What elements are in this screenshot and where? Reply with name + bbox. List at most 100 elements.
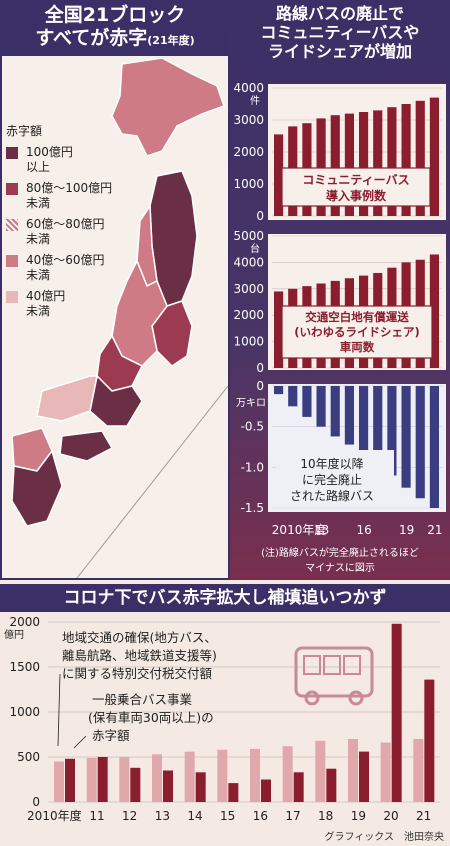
bar	[373, 386, 383, 466]
legend-label2: 未満	[26, 232, 51, 246]
bar	[348, 739, 358, 802]
bar	[274, 386, 284, 395]
bar	[429, 386, 439, 508]
bar	[415, 100, 425, 216]
bar	[152, 754, 162, 802]
x-tick-label: 16	[253, 809, 268, 823]
annotation-line: に完全廃止	[302, 472, 362, 487]
note-line1: (注)路線バスが完全廃止されるほど	[261, 548, 419, 559]
bar	[130, 767, 141, 802]
x-tick-label: 21	[427, 523, 442, 537]
y-unit: 億円	[4, 628, 24, 641]
bar	[380, 742, 391, 802]
right-panel-title: 路線バスの廃止で コミュニティーバスや ライドシェアが増加	[230, 4, 450, 62]
x-tick-label: 21	[416, 809, 431, 823]
y-tick-label: 500	[17, 750, 40, 764]
bar	[316, 386, 326, 427]
legend-label: 80億～100億円	[26, 181, 113, 195]
y-tick-label: 1000	[233, 335, 264, 349]
y-tick-label: -1.5	[241, 501, 264, 515]
bar	[274, 134, 284, 216]
legend-label: 100億円	[26, 145, 73, 159]
hokkaido-region	[111, 57, 225, 157]
bar	[424, 679, 435, 802]
x-tick-label: 17	[285, 809, 300, 823]
bar	[415, 386, 425, 499]
bar	[302, 386, 312, 417]
legend-label: 40億～60億円	[26, 253, 105, 267]
bar	[429, 254, 439, 368]
right-title-line2: コミュニティーバスや	[260, 23, 420, 43]
bar	[373, 110, 383, 216]
x-tick-label: 20	[383, 809, 398, 823]
legend: 赤字額 100億円 以上 80億～100億円 未満 60億～80億円 未満 40億～6…	[6, 122, 156, 319]
chart-title-line: コミュニティーバス	[302, 173, 409, 187]
x-tick-label: 19	[399, 523, 414, 537]
legend-swatch-80	[6, 183, 18, 195]
chubu-region	[111, 259, 168, 367]
legend-line: 離島航路、地域鉄道支援等)	[62, 648, 217, 663]
bar	[359, 112, 369, 216]
legend-label2: 未満	[26, 196, 51, 210]
legend-swatch-100	[6, 147, 18, 159]
note-line2: マイナスに図示	[305, 563, 375, 574]
bar	[261, 779, 271, 802]
legend-label: 40億円	[26, 289, 66, 303]
left-title-line2: すべてが赤字	[35, 26, 148, 49]
okinawa-divider	[76, 385, 229, 579]
y-tick-label: 0	[256, 379, 264, 393]
left-title-sub: (21年度)	[147, 33, 195, 47]
y-unit: 万キロ	[236, 398, 266, 409]
x-tick-label: 16	[356, 523, 371, 537]
x-tick-label: 13	[314, 523, 329, 537]
y-tick-label: 5000	[233, 230, 264, 243]
bar	[326, 768, 337, 802]
legend-label2: 未満	[26, 304, 51, 318]
left-panel-title: 全国21ブロック すべてが赤字(21年度)	[0, 4, 230, 50]
bar	[316, 118, 326, 216]
chart-title-line: 車両数	[340, 340, 375, 354]
bar	[228, 783, 239, 802]
label-box-bg	[281, 305, 433, 359]
bar	[391, 623, 402, 802]
legend-swatch-60-hatched	[6, 219, 18, 231]
legend-swatch-under40	[6, 291, 18, 303]
legend-item: 80億～100億円 未満	[6, 181, 156, 211]
x-tick-label: 2010年度	[27, 808, 82, 823]
legend-item: 40億円 未満	[6, 289, 156, 319]
bar	[65, 758, 75, 802]
legend-title: 赤字額	[6, 124, 43, 138]
bar	[315, 740, 326, 802]
legend-swatch-40	[6, 255, 18, 267]
y-unit: 台	[250, 242, 260, 255]
leader-line	[73, 735, 87, 749]
x-tick-label: 18	[318, 809, 333, 823]
y-tick-label: 1000	[9, 705, 40, 719]
x-tick-label: 15	[220, 809, 235, 823]
bar	[387, 386, 397, 476]
y-tick-label: -0.5	[241, 420, 264, 434]
chart-title-line: 交通空白地有償運送	[305, 310, 409, 324]
bar	[282, 746, 293, 802]
y-tick-label: 2000	[9, 615, 40, 629]
bar	[401, 386, 411, 488]
annotation-line: された路線バス	[290, 488, 374, 503]
x-tick-label: 12	[122, 809, 137, 823]
y-tick-label: 0	[256, 209, 264, 223]
bar	[344, 386, 354, 445]
legend-label2: 以上	[26, 160, 51, 174]
legend-line: (保有車両30両以上)の	[88, 710, 214, 725]
bar	[184, 751, 195, 802]
x-tick-label: 2010年度	[272, 522, 327, 537]
y-tick-label: 2000	[233, 308, 264, 322]
bus-icon	[294, 646, 374, 706]
bar	[330, 115, 340, 216]
y-tick-label: 3000	[233, 113, 264, 127]
rideshare-chart: 5000 4000 3000 2000 1000 0 台交通空白地有償運送(いわゆるライドシ…	[233, 230, 446, 375]
bar	[288, 386, 298, 407]
map-area: 赤字額 100億円 以上 80億～100億円 未満 60億～80億円 未満 40億～6…	[2, 56, 229, 579]
bar	[344, 113, 354, 216]
